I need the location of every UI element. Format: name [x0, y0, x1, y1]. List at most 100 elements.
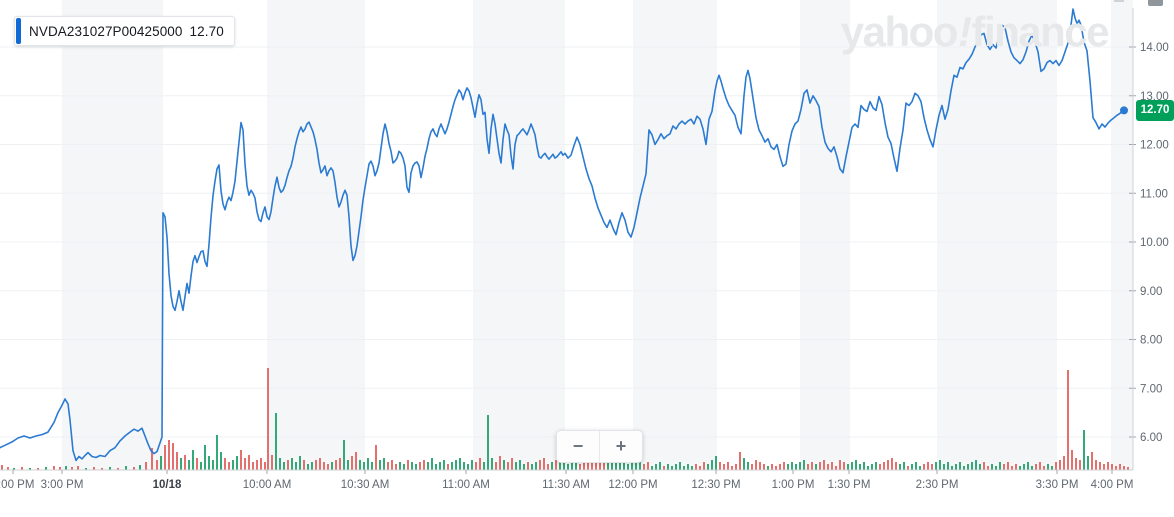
volume-bar: [7, 467, 9, 470]
x-axis-label: 11:30 AM: [542, 479, 590, 491]
volume-bar: [583, 462, 585, 470]
series-legend-chip[interactable]: NVDA231027P00425000 12.70: [14, 16, 235, 46]
volume-bar: [1047, 464, 1049, 470]
volume-bar: [419, 462, 421, 470]
volume-bar: [77, 466, 79, 470]
volume-bar: [619, 460, 621, 470]
volume-bar: [145, 462, 147, 470]
volume-bar: [755, 460, 757, 470]
last-price-badge: 12.70: [1136, 99, 1174, 121]
volume-bar: [327, 464, 329, 470]
volume-bar: [783, 462, 785, 470]
background-stripe: [800, 0, 850, 470]
volume-bar: [343, 440, 345, 470]
volume-bar: [691, 466, 693, 470]
volume-bar: [267, 368, 269, 470]
volume-bar: [567, 464, 569, 470]
volume-bar: [831, 462, 833, 470]
volume-bar: [907, 466, 909, 470]
volume-bar: [53, 466, 55, 470]
volume-bar: [467, 464, 469, 470]
y-axis-label: 10.00: [1140, 237, 1169, 249]
volume-bar: [971, 462, 973, 470]
volume-bar: [379, 460, 381, 470]
volume-bar: [216, 435, 218, 470]
volume-bar: [967, 464, 969, 470]
x-axis-label: 10/18: [153, 479, 182, 491]
volume-bar: [240, 450, 242, 470]
volume-bar: [503, 460, 505, 470]
x-axis-label: 3:30 PM: [1036, 479, 1079, 491]
volume-bar: [407, 460, 409, 470]
last-price-dot: [1120, 106, 1128, 115]
volume-bar: [45, 467, 47, 470]
zoom-in-button[interactable]: +: [600, 431, 642, 462]
volume-bar: [931, 464, 933, 470]
volume-bar: [787, 464, 789, 470]
volume-bar: [335, 460, 337, 470]
volume-bar: [1063, 456, 1065, 470]
x-axis-label: 3:00 PM: [41, 479, 84, 491]
volume-bar: [775, 466, 777, 470]
volume-bar: [999, 462, 1001, 470]
volume-bar: [93, 467, 95, 470]
volume-bar: [531, 464, 533, 470]
volume-bar: [125, 466, 127, 470]
y-axis-label: 6.00: [1140, 432, 1162, 444]
volume-bar: [611, 460, 613, 470]
volume-bar: [815, 464, 817, 470]
volume-bar: [651, 466, 653, 470]
volume-bar: [1075, 458, 1077, 470]
volume-bar: [1059, 460, 1061, 470]
volume-bar: [439, 462, 441, 470]
volume-bar: [599, 462, 601, 470]
volume-bar: [715, 456, 717, 470]
volume-bar: [675, 464, 677, 470]
volume-bar: [979, 464, 981, 470]
volume-bar: [515, 462, 517, 470]
volume-bar: [939, 460, 941, 470]
volume-bar: [37, 468, 39, 470]
volume-bar: [835, 466, 837, 470]
volume-bar: [647, 462, 649, 470]
volume-bar: [751, 464, 753, 470]
volume-bar: [279, 458, 281, 470]
volume-bar: [667, 464, 669, 470]
volume-bar: [1055, 462, 1057, 470]
volume-bar: [220, 452, 222, 470]
volume-bar: [863, 462, 865, 470]
volume-bar: [591, 456, 593, 470]
volume-bar: [176, 452, 178, 470]
volume-bar: [595, 460, 597, 470]
volume-bar: [204, 445, 206, 470]
volume-bar: [139, 465, 141, 470]
volume-bar: [319, 458, 321, 470]
volume-bar: [347, 460, 349, 470]
volume-bar: [795, 464, 797, 470]
volume-bar: [331, 462, 333, 470]
price-line[interactable]: [0, 8, 1125, 462]
volume-bar: [59, 467, 61, 470]
volume-bar: [287, 460, 289, 470]
volume-bar: [887, 460, 889, 470]
volume-bar: [164, 445, 166, 470]
volume-bar: [315, 460, 317, 470]
volume-bar: [133, 467, 135, 470]
volume-bar: [487, 415, 489, 470]
volume-bar: [507, 462, 509, 470]
background-stripe: [1111, 0, 1133, 470]
clipped-toolbar-icon[interactable]: [1148, 0, 1163, 6]
volume-bar: [415, 464, 417, 470]
volume-bar: [771, 464, 773, 470]
volume-bar: [631, 460, 633, 470]
volume-bar: [117, 468, 119, 470]
volume-bar: [359, 460, 361, 470]
volume-bar: [859, 464, 861, 470]
volume-bar: [571, 462, 573, 470]
volume-bar: [367, 458, 369, 470]
volume-bar: [747, 462, 749, 470]
volume-bar: [807, 464, 809, 470]
zoom-out-button[interactable]: −: [557, 431, 600, 462]
volume-bar: [351, 456, 353, 470]
